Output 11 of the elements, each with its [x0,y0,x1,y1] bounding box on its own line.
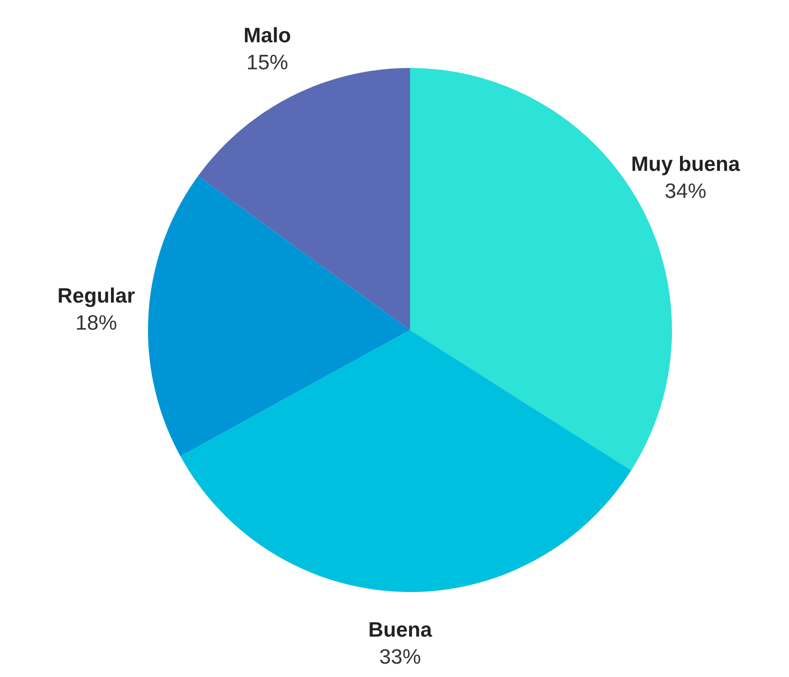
data-label: 33% [380,649,420,664]
pie-slice [180,330,632,592]
data-label: 15% [248,54,288,70]
data-label: 18% [76,315,116,330]
data-label: 34% [665,183,706,198]
slice-label: Muy buena [632,156,740,176]
slice-label: Malo [244,27,290,42]
pie-slice [148,176,410,456]
pie-slice [198,68,410,330]
slice-label: Regular [58,288,135,308]
slice-label: Buena [370,622,432,637]
